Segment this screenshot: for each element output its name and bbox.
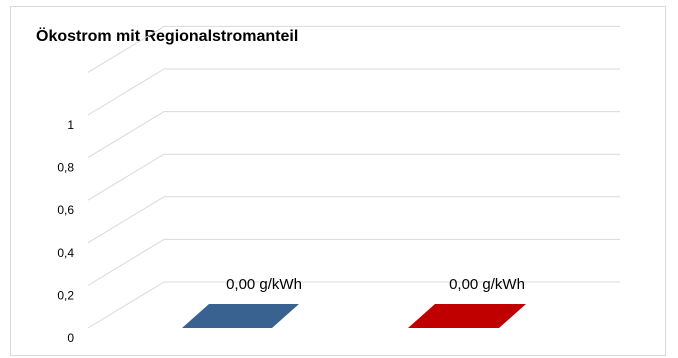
y-tick-label: 0,8 [57,161,74,175]
y-tick-label: 0,6 [57,203,74,217]
gridline-diagonal [87,153,165,201]
gridline-diagonal [87,238,165,286]
y-tick-label: 0,2 [57,288,74,302]
gridline-diagonal [87,25,165,73]
gridline-diagonal [87,196,165,244]
y-tick-label: 0 [67,331,74,345]
gridline-diagonal [87,111,165,159]
chart-title: Ökostrom mit Regionalstromanteil [36,28,299,45]
y-tick-label: 0,4 [57,246,74,260]
data-label: 0,00 g/kWh [449,276,525,293]
bar [182,304,299,328]
bar [408,304,526,328]
y-tick-label: 1 [67,118,74,132]
data-label: 0,00 g/kWh [226,276,302,293]
gridline-diagonal [87,281,165,329]
gridline-diagonal [87,68,165,116]
